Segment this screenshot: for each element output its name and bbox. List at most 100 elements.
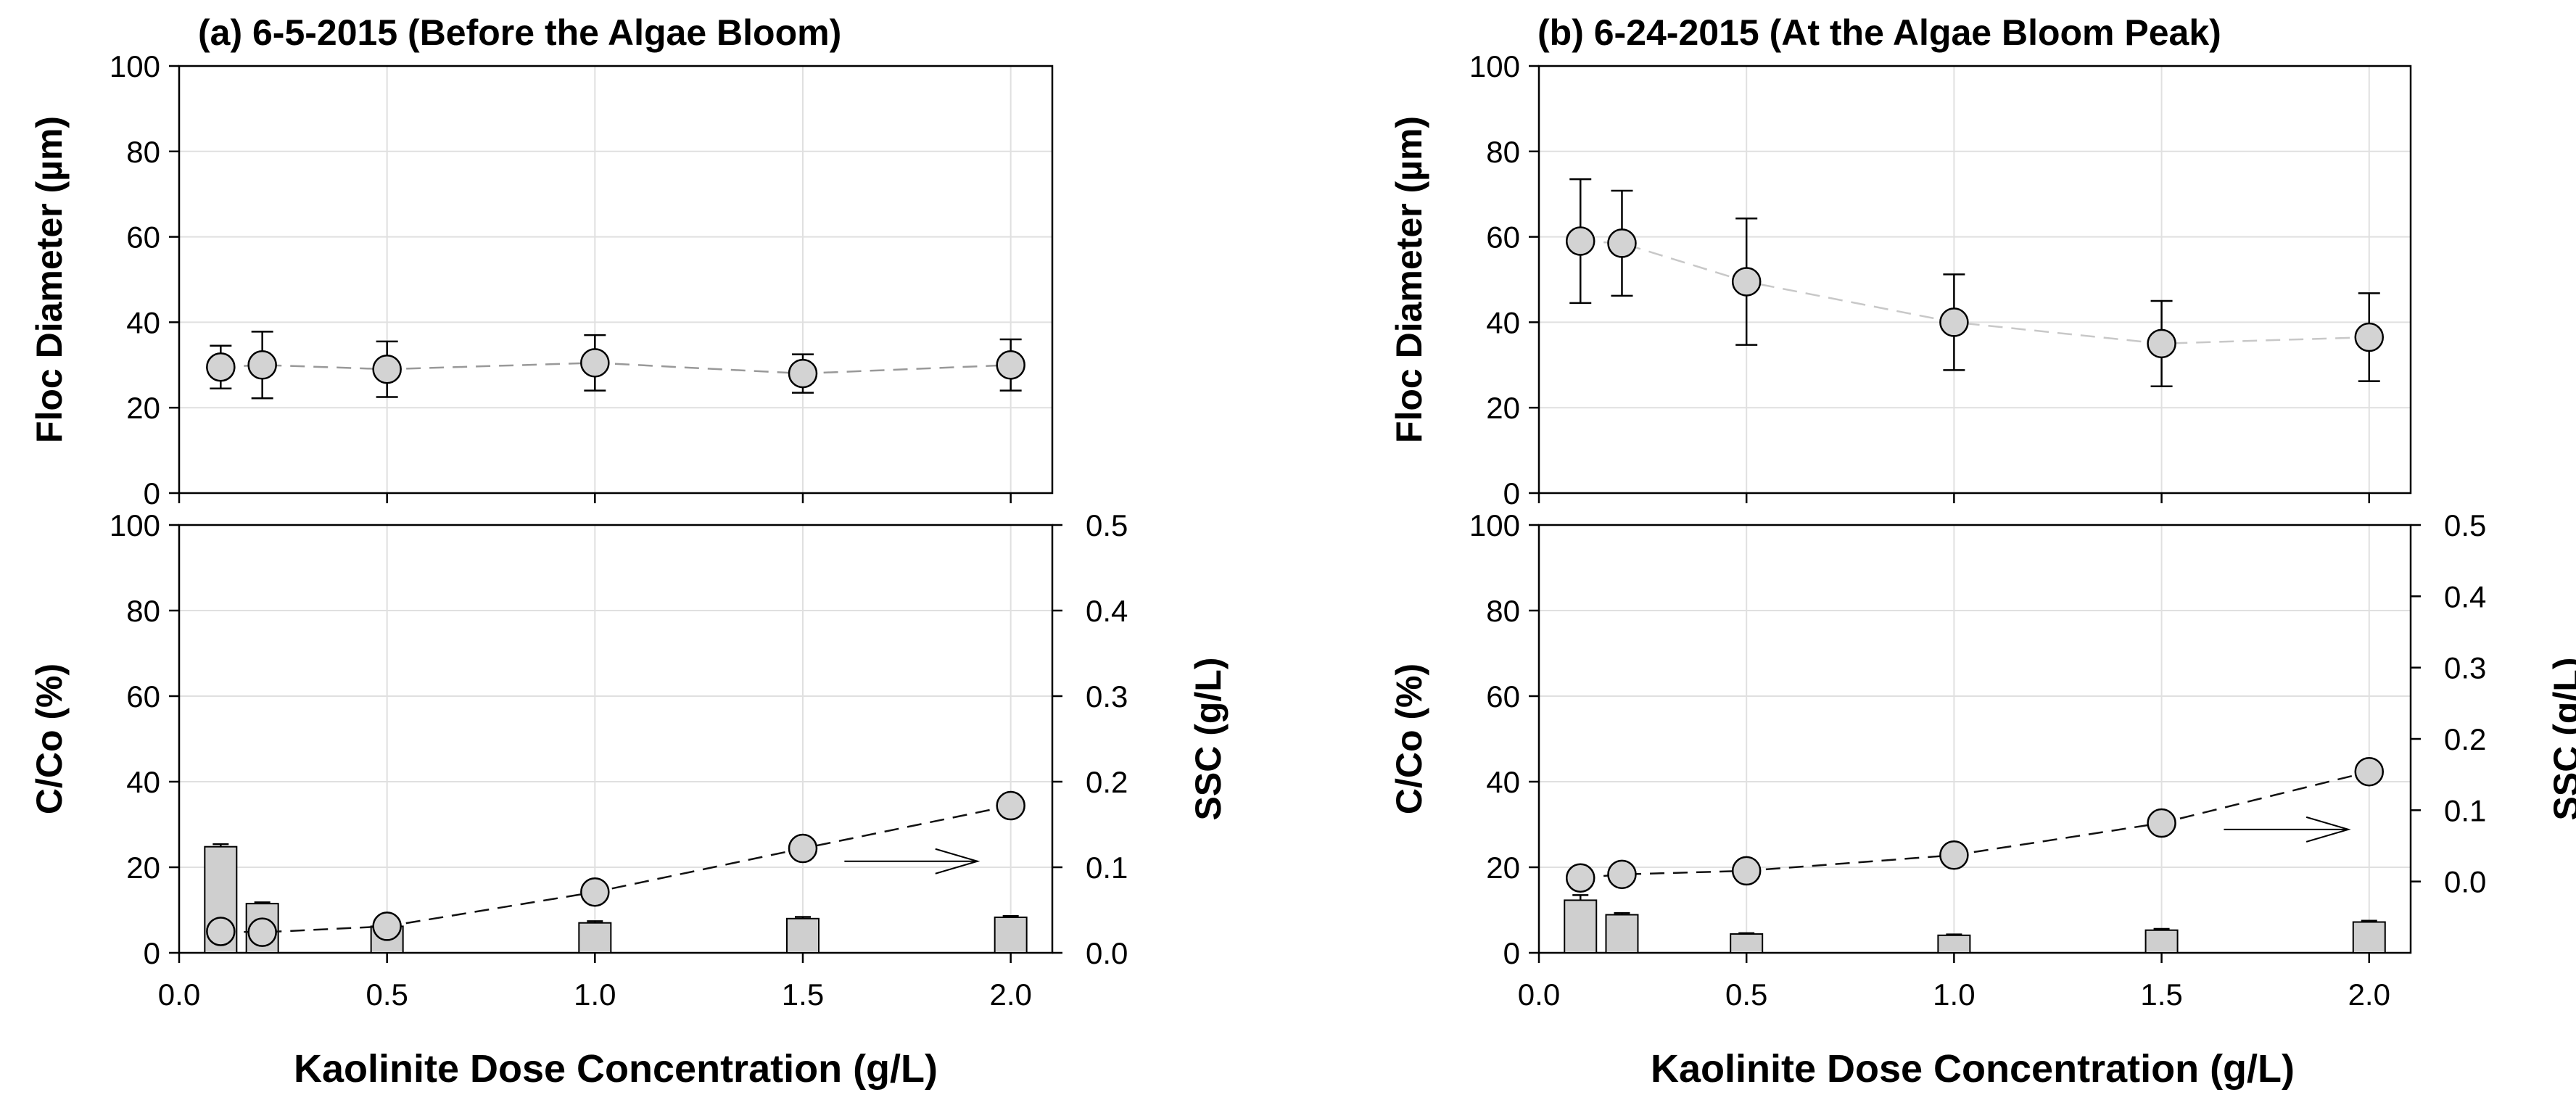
data-point (788, 833, 818, 864)
panel-a-top: 0 20 40 60 80 100 (a) 6-5-2015 (Before the Alg… (29, 12, 1054, 510)
x-axis-label-a: Kaolinite Dose Concentration (g/L) (294, 1047, 938, 1091)
y-tick-label: 80 (1486, 594, 1520, 628)
x-axis-label-b: Kaolinite Dose Concentration (g/L) (1651, 1047, 2295, 1091)
data-point (247, 350, 277, 380)
bar (1564, 899, 1598, 954)
data-point (996, 790, 1025, 821)
y-axis-label: Floc Diameter (µm) (1389, 116, 1429, 443)
bar (2144, 929, 2179, 954)
data-point (580, 877, 610, 907)
y-axis-label: C/Co (%) (29, 663, 70, 814)
y-axis-label: Floc Diameter (µm) (29, 116, 70, 443)
y2-tick-label: 0.1 (1086, 851, 1128, 885)
x-tick-label: 2.0 (989, 977, 1031, 1012)
bar (1730, 933, 1764, 954)
y2-tick-label: 0.5 (2444, 508, 2486, 542)
panel-b-top: 0 20 40 60 80 100 (b) 6-24-2015 (At the Algae … (1389, 12, 2412, 510)
data-point (2354, 322, 2385, 352)
y-tick-label: 60 (1486, 679, 1520, 714)
y2-tick-label: 0.3 (2444, 651, 2486, 685)
data-point (580, 348, 610, 378)
plot-frame (178, 524, 1054, 954)
y-tick-label: 60 (126, 679, 160, 714)
chart-title: (b) 6-24-2015 (At the Algae Bloom Peak) (1537, 12, 2221, 53)
y2-axis-label: SSC (g/L) (2546, 658, 2576, 821)
data-point (1607, 859, 1637, 890)
data-point (2147, 328, 2176, 359)
data-point (206, 352, 236, 382)
y-tick-label: 0 (144, 476, 160, 510)
y-tick-label: 100 (110, 508, 160, 542)
data-point (1565, 863, 1595, 893)
x-tick-label: 1.0 (574, 977, 616, 1012)
arrow-head (2305, 816, 2351, 843)
x-tick-label: 0.5 (366, 977, 408, 1012)
y2-tick-label: 0.4 (2444, 579, 2486, 613)
data-point (1607, 228, 1637, 258)
data-point (1939, 840, 1969, 870)
bar (1937, 934, 1971, 954)
series-line (1580, 240, 2369, 345)
y-tick-label: 100 (1469, 49, 1520, 83)
plot-frame (1537, 65, 2412, 495)
data-point (2354, 756, 2385, 787)
y-tick-label: 80 (1486, 135, 1520, 169)
y-tick-label: 80 (126, 135, 160, 169)
data-point (996, 350, 1025, 380)
x-tick-label: 1.5 (782, 977, 824, 1012)
panel-a-bottom: 0 20 40 60 80 100 0.0 0.5 1.0 1.5 2.0 C/Co (%) 0.0 0.… (29, 508, 1229, 1012)
x-tick-label: 0.5 (1725, 977, 1767, 1012)
series-line (220, 362, 1011, 375)
y-tick-label: 60 (126, 220, 160, 255)
x-tick-label: 2.0 (2348, 977, 2390, 1012)
data-point (372, 354, 402, 384)
x-tick-label: 1.0 (1933, 977, 1975, 1012)
bar (578, 922, 612, 954)
y2-tick-label: 0.3 (1086, 679, 1128, 714)
y-tick-label: 0 (1503, 476, 1520, 510)
y-tick-label: 20 (126, 851, 160, 885)
data-point (788, 358, 818, 389)
y2-tick-label: 0.4 (1086, 594, 1128, 628)
y2-tick-label: 0.0 (2444, 865, 2486, 899)
bar (994, 917, 1028, 954)
y-tick-label: 40 (1486, 765, 1520, 799)
x-tick-label: 0.0 (158, 977, 200, 1012)
y-tick-label: 40 (1486, 305, 1520, 339)
x-tick-label: 1.5 (2140, 977, 2182, 1012)
y-tick-label: 20 (126, 391, 160, 425)
y-axis-label: C/Co (%) (1389, 663, 1429, 814)
data-point (1731, 267, 1762, 297)
series-line (220, 804, 1011, 933)
data-point (2147, 808, 2176, 838)
y-tick-label: 20 (1486, 851, 1520, 885)
data-point (1565, 226, 1595, 256)
data-point (372, 911, 402, 941)
data-point (1939, 307, 1969, 337)
y2-axis-label: SSC (g/L) (1188, 658, 1229, 821)
plot-frame (178, 65, 1054, 495)
y-tick-label: 100 (110, 49, 160, 83)
y2-tick-label: 0.2 (2444, 722, 2486, 756)
bar (786, 917, 820, 954)
y-tick-label: 40 (126, 765, 160, 799)
data-point (206, 917, 236, 946)
series-line (1580, 771, 2370, 879)
y-tick-label: 60 (1486, 220, 1520, 255)
bar (1605, 914, 1639, 954)
y-tick-label: 100 (1469, 508, 1520, 542)
chart-title: (a) 6-5-2015 (Before the Algae Bloom) (198, 12, 841, 53)
y2-tick-label: 0.5 (1086, 508, 1128, 542)
y-tick-label: 40 (126, 305, 160, 339)
panel-b-bottom: 0 20 40 60 80 100 0.0 0.5 1.0 1.5 2.0 C/Co (%) 0.0 0.… (1389, 508, 2576, 1012)
y-tick-label: 0 (144, 936, 160, 970)
y2-tick-label: 0.1 (2444, 793, 2486, 827)
arrow-head (935, 848, 981, 875)
data-point (1731, 856, 1762, 886)
x-tick-label: 0.0 (1518, 977, 1560, 1012)
y-tick-label: 20 (1486, 391, 1520, 425)
y-tick-label: 80 (126, 594, 160, 628)
bar (2352, 921, 2386, 954)
data-point (247, 917, 277, 947)
plot-frame (1537, 524, 2412, 954)
